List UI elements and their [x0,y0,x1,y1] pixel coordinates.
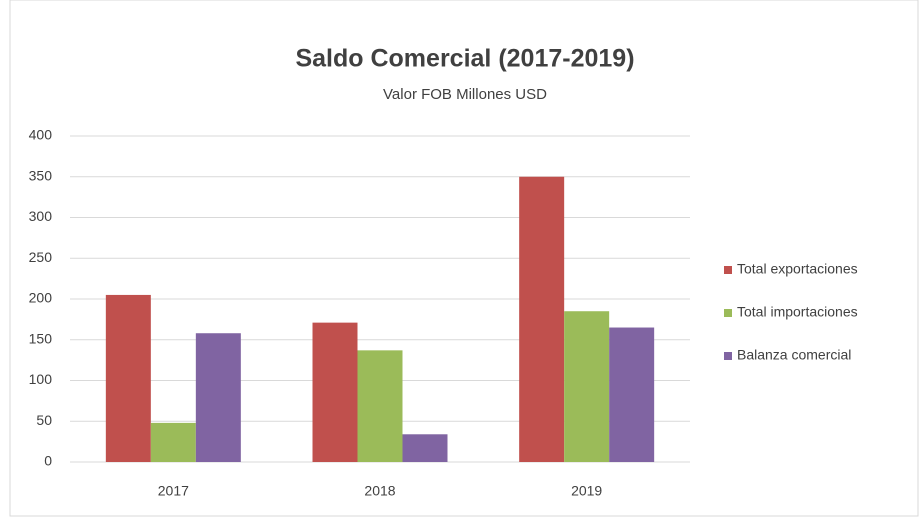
y-tick-label: 400 [29,127,53,143]
x-tick-label: 2018 [364,483,395,499]
chart-subtitle: Valor FOB Millones USD [383,86,547,103]
bar [357,350,403,462]
y-tick-label: 150 [29,330,53,346]
bar [312,322,358,462]
legend-label: Total exportaciones [737,261,858,277]
bar [609,327,655,462]
bar [519,176,565,462]
x-tick-label: 2017 [158,483,189,499]
y-tick-label: 200 [29,290,53,306]
legend-marker [724,352,732,360]
chart-title: Saldo Comercial (2017-2019) [295,45,634,73]
y-tick-label: 50 [36,412,52,428]
y-tick-label: 250 [29,249,53,265]
bar [150,422,196,462]
bar [564,311,610,462]
legend-label: Balanza comercial [737,347,851,363]
bar [402,434,448,462]
legend-marker [724,266,732,274]
legend-label: Total importaciones [737,304,858,320]
y-tick-label: 0 [44,453,52,469]
legend-marker [724,309,732,317]
x-tick-label: 2019 [571,483,602,499]
y-tick-label: 100 [29,371,53,387]
y-tick-label: 300 [29,208,53,224]
bar [195,333,241,462]
bar [105,294,151,462]
y-tick-label: 350 [29,167,53,183]
